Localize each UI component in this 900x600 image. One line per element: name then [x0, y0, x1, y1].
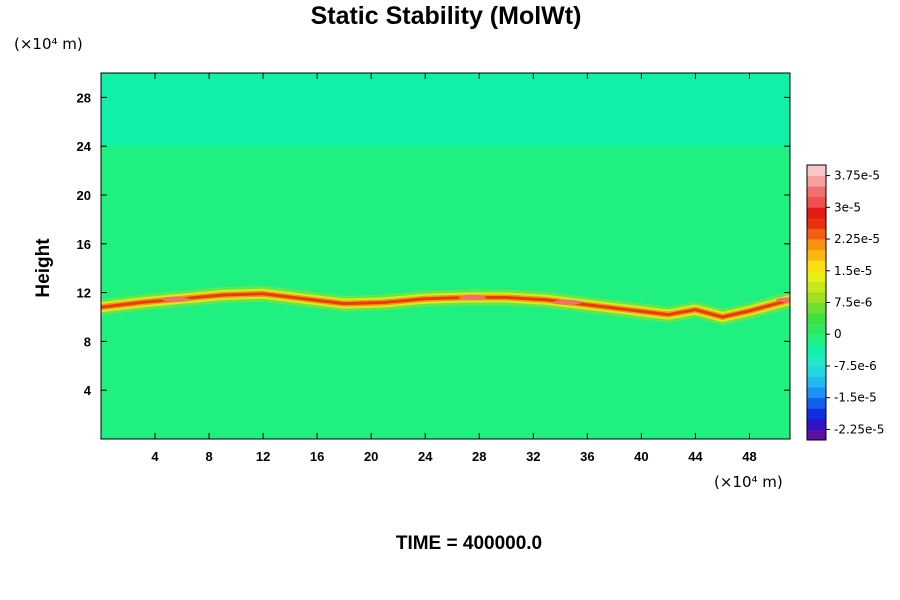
y-axis-label: Height: [33, 238, 54, 298]
colorbar-swatch: [807, 408, 826, 420]
x-tick-label: 24: [418, 449, 433, 464]
colorbar-swatch: [807, 323, 826, 335]
colorbar-tick-label: -2.25e-5: [834, 422, 884, 436]
colorbar-swatch: [807, 207, 826, 219]
y-tick-label: 12: [77, 286, 91, 301]
stable-layer-peak: [553, 299, 582, 305]
colorbar-swatch: [807, 302, 826, 314]
colorbar-swatch: [807, 239, 826, 251]
colorbar-swatch: [807, 291, 826, 303]
colorbar-tick-label: 2.25e-5: [834, 232, 880, 246]
plot-frame: [100, 72, 791, 440]
x-tick-label: 40: [634, 449, 648, 464]
colorbar-swatch: [807, 186, 826, 198]
x-tick-label: 32: [526, 449, 540, 464]
y-unit-label: (×10⁴ m): [14, 35, 83, 53]
colorbar-tick-label: -1.5e-5: [834, 391, 877, 405]
x-tick-label: 12: [256, 449, 270, 464]
colorbar-tick-label: -7.5e-6: [834, 359, 877, 373]
colorbar-swatch: [807, 397, 826, 409]
colorbar-tick-label: 0: [834, 327, 842, 341]
x-tick-label: 44: [688, 449, 703, 464]
colorbar-tick-label: 3.75e-5: [834, 169, 880, 183]
y-tick-label: 28: [77, 90, 91, 105]
x-tick-label: 4: [151, 449, 159, 464]
x-unit-label: (×10⁴ m): [714, 473, 783, 491]
y-tick-label: 8: [84, 334, 91, 349]
x-tick-label: 28: [472, 449, 486, 464]
colorbar-swatch: [807, 365, 826, 377]
colorbar-tick-label: 1.5e-5: [834, 264, 872, 278]
stable-layer-peak: [161, 296, 190, 302]
x-tick-label: 16: [310, 449, 324, 464]
colorbar-swatch: [807, 281, 826, 293]
x-axis: 4 8 12 16 20 24 28 32 36 40 44 48: [151, 73, 757, 464]
colorbar-swatch: [807, 376, 826, 388]
colorbar-swatch: [807, 387, 826, 399]
x-tick-label: 8: [205, 449, 212, 464]
colorbar: 3.75e-5 3e-5 2.25e-5 1.5e-5 7.5e-6 0 -7.5e-6 -1…: [806, 164, 884, 441]
colorbar-swatch: [807, 355, 826, 367]
y-axis: 4 8 12 16 20 24 28: [77, 90, 790, 398]
colorbar-swatch: [807, 249, 826, 261]
colorbar-swatch: [807, 165, 826, 176]
y-tick-label: 16: [77, 237, 91, 252]
x-tick-label: 20: [364, 449, 378, 464]
colorbar-swatch: [807, 334, 826, 346]
colorbar-swatch: [807, 228, 826, 240]
upper-layer-region: [101, 73, 790, 147]
colorbar-swatch: [807, 270, 826, 282]
colorbar-swatch: [807, 217, 826, 229]
colorbar-swatch: [807, 260, 826, 272]
y-tick-label: 4: [84, 383, 92, 398]
stable-layer-peak: [458, 294, 487, 300]
colorbar-tick-label: 7.5e-6: [834, 296, 872, 310]
colorbar-swatch: [807, 196, 826, 208]
y-tick-label: 20: [77, 188, 91, 203]
chart-title: Static Stability (MolWt): [311, 2, 582, 30]
stable-layer-peak: [776, 297, 790, 303]
colorbar-swatch: [807, 418, 826, 430]
colorbar-swatch: [807, 313, 826, 325]
colorbar-swatch: [807, 344, 826, 356]
colorbar-swatch: [807, 429, 826, 441]
colorbar-tick-label: 3e-5: [834, 200, 861, 214]
time-label: TIME = 400000.0: [396, 533, 542, 554]
colorbar-swatch: [807, 175, 826, 187]
x-tick-label: 36: [580, 449, 594, 464]
x-tick-label: 48: [742, 449, 756, 464]
y-tick-label: 24: [77, 139, 92, 154]
heatmap-field: [101, 73, 790, 439]
